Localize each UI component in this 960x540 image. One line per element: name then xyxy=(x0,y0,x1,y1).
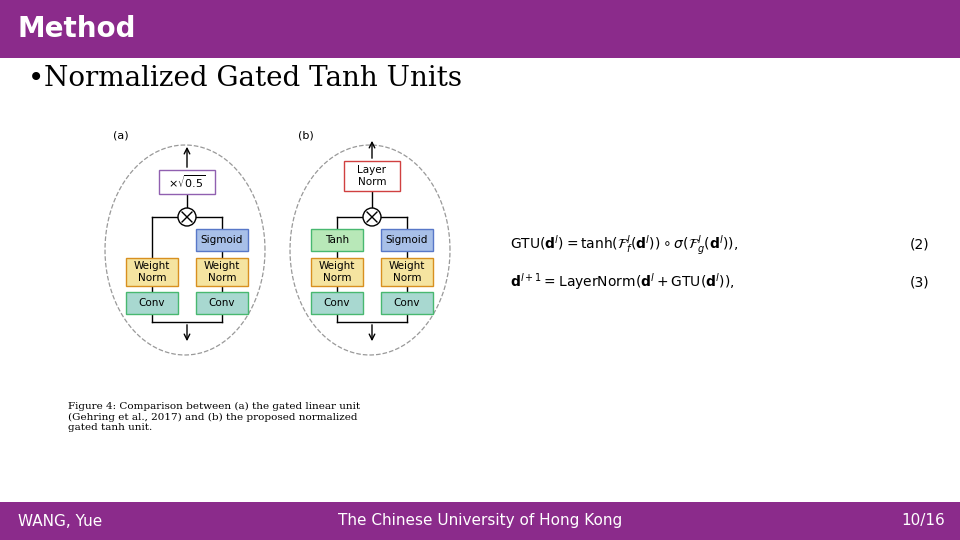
Bar xyxy=(126,258,178,286)
Text: $\mathrm{GTU}(\mathbf{d}^l) = \tanh(\mathcal{F}_f^l(\mathbf{d}^l)) \circ \sigma(: $\mathrm{GTU}(\mathbf{d}^l) = \tanh(\mat… xyxy=(510,233,738,257)
Text: $\mathbf{d}^{l+1} = \mathrm{LayerNorm}(\mathbf{d}^l + \mathrm{GTU}(\mathbf{d}^l): $\mathbf{d}^{l+1} = \mathrm{LayerNorm}(\… xyxy=(510,272,734,293)
Text: The Chinese University of Hong Kong: The Chinese University of Hong Kong xyxy=(338,514,622,529)
Bar xyxy=(196,229,248,251)
Text: Conv: Conv xyxy=(208,298,235,308)
Circle shape xyxy=(178,208,196,226)
Bar xyxy=(311,229,363,251)
Circle shape xyxy=(363,208,381,226)
Text: •: • xyxy=(28,64,44,92)
Text: Figure 4: Comparison between (a) the gated linear unit
(Gehring et al., 2017) an: Figure 4: Comparison between (a) the gat… xyxy=(68,402,360,432)
Text: (b): (b) xyxy=(298,130,314,140)
Text: (3): (3) xyxy=(910,275,929,289)
Bar xyxy=(381,258,433,286)
Text: Method: Method xyxy=(18,15,136,43)
Text: 10/16: 10/16 xyxy=(901,514,945,529)
Text: WANG, Yue: WANG, Yue xyxy=(18,514,103,529)
Text: Weight
Norm: Weight Norm xyxy=(319,261,355,283)
Text: Normalized Gated Tanh Units: Normalized Gated Tanh Units xyxy=(44,64,462,91)
Bar xyxy=(381,292,433,314)
Bar xyxy=(344,161,400,191)
Text: $\times\sqrt{0.5}$: $\times\sqrt{0.5}$ xyxy=(168,174,206,191)
Text: (a): (a) xyxy=(113,130,129,140)
Text: Conv: Conv xyxy=(394,298,420,308)
Text: Tanh: Tanh xyxy=(324,235,349,245)
Text: (2): (2) xyxy=(910,238,929,252)
Bar xyxy=(159,170,215,194)
Text: Weight
Norm: Weight Norm xyxy=(389,261,425,283)
Bar xyxy=(196,258,248,286)
Text: Sigmoid: Sigmoid xyxy=(386,235,428,245)
Bar xyxy=(311,292,363,314)
Text: Sigmoid: Sigmoid xyxy=(201,235,243,245)
Text: Weight
Norm: Weight Norm xyxy=(204,261,240,283)
Bar xyxy=(0,502,960,540)
Bar xyxy=(311,258,363,286)
Bar xyxy=(0,0,960,58)
Text: Layer
Norm: Layer Norm xyxy=(357,165,387,187)
Text: Weight
Norm: Weight Norm xyxy=(133,261,170,283)
Text: Conv: Conv xyxy=(324,298,350,308)
Bar xyxy=(126,292,178,314)
Text: Conv: Conv xyxy=(139,298,165,308)
Bar xyxy=(381,229,433,251)
Bar xyxy=(196,292,248,314)
